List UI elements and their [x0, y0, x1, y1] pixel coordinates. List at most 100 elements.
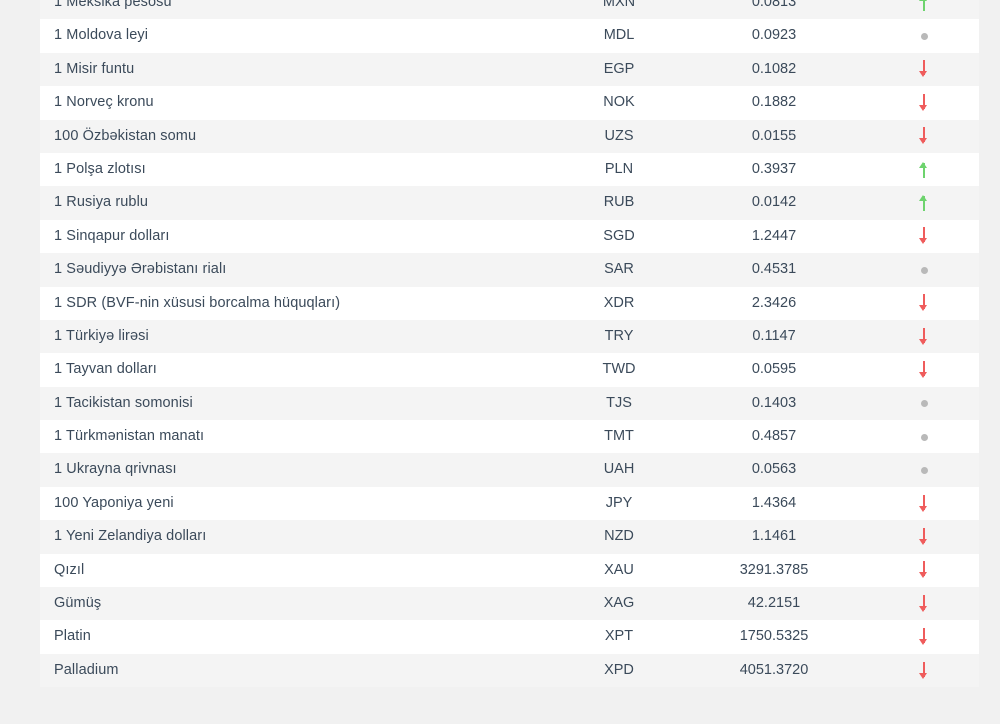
table-row[interactable]: 1 Türkiyə lirəsi TRY 0.1147 — [40, 319, 979, 354]
trend-cell — [869, 587, 979, 620]
currency-code-cell: TRY — [604, 327, 634, 344]
currency-code-cell: UZS — [604, 127, 634, 144]
currency-name-cell: 1 Tayvan dolları — [54, 361, 157, 378]
currency-name-cell: 1 Türkiyə lirəsi — [54, 327, 149, 344]
trend-cell — [869, 186, 979, 219]
trend-cell — [869, 86, 979, 119]
currency-name-cell: 1 Sinqapur dolları — [54, 227, 170, 244]
trend-cell — [869, 253, 979, 286]
trend-cell — [869, 353, 979, 386]
currency-code-cell: EGP — [603, 60, 635, 77]
currency-name-cell: Palladium — [54, 661, 119, 678]
trend-cell — [869, 53, 979, 86]
currency-rate-cell: 0.0142 — [751, 194, 797, 211]
arrow-down-icon — [916, 226, 932, 246]
currency-rate-cell: 0.1147 — [752, 327, 796, 344]
currency-code-cell: XDR — [603, 294, 635, 311]
table-row[interactable]: 1 Tayvan dolları TWD 0.0595 — [40, 353, 979, 387]
currency-name-cell: 1 SDR (BVF-nin xüsusi borcalma hüquqları… — [54, 294, 341, 311]
table-row[interactable]: 1 Norveç kronu NOK 0.1882 — [40, 86, 979, 120]
table-row[interactable]: 1 Sinqapur dolları SGD 1.2447 — [40, 219, 979, 254]
currency-rate-cell: 0.1082 — [751, 60, 797, 77]
currency-name-cell: 1 Norveç kronu — [54, 94, 154, 111]
currency-rates-table: 1 Meksika pesosu MXN 0.0813 1 Moldova leyi M… — [40, 0, 979, 688]
trend-cell — [869, 420, 979, 453]
table-row[interactable]: 1 Yeni Zelandiya dolları NZD 1.1461 — [40, 520, 979, 554]
currency-rates-body: 1 Meksika pesosu MXN 0.0813 1 Moldova leyi M… — [40, 0, 979, 688]
table-row[interactable]: 1 SDR (BVF-nin xüsusi borcalma hüquqları… — [40, 286, 979, 320]
arrow-down-icon — [916, 494, 932, 514]
trend-cell — [869, 320, 979, 353]
table-row[interactable]: 1 Moldova leyi MDL 0.0923 — [40, 19, 979, 53]
currency-code-cell: TJS — [606, 394, 632, 411]
dot-icon — [916, 427, 932, 447]
table-row[interactable]: 1 Türkmənistan manatı TMT 0.4857 — [40, 420, 979, 454]
arrow-down-icon — [916, 327, 932, 347]
dot-icon — [916, 393, 932, 413]
table-row[interactable]: Qızıl XAU 3291.3785 — [40, 553, 979, 588]
currency-rate-cell: 1.1461 — [751, 528, 797, 545]
currency-code-cell: JPY — [605, 494, 633, 511]
currency-rate-cell: 1750.5325 — [739, 628, 809, 645]
trend-cell — [869, 620, 979, 653]
currency-rate-cell: 0.4857 — [751, 428, 797, 445]
currency-name-cell: 1 Tacikistan somonisi — [54, 394, 193, 411]
currency-rate-cell: 42.2151 — [747, 595, 801, 612]
trend-cell — [869, 520, 979, 553]
currency-rate-cell: 0.1882 — [751, 94, 797, 111]
arrow-down-icon — [916, 293, 932, 313]
currency-code-cell: RUB — [603, 194, 635, 211]
arrow-down-icon — [916, 527, 932, 547]
currency-rate-cell: 0.3937 — [751, 160, 797, 177]
table-row[interactable]: 1 Tacikistan somonisi TJS 0.1403 — [40, 386, 979, 421]
currency-rate-cell: 0.4531 — [751, 261, 797, 278]
dot-icon — [916, 460, 932, 480]
currency-name-cell: 1 Polşa zlotısı — [54, 160, 146, 177]
currency-name-cell: Platin — [54, 628, 91, 645]
currency-code-cell: XAU — [604, 561, 634, 578]
table-row[interactable]: 1 Səudiyyə Ərəbistanı rialı SAR 0.4531 — [40, 253, 979, 287]
currency-name-cell: Qızıl — [54, 561, 85, 578]
currency-rate-cell: 1.2447 — [751, 227, 797, 244]
trend-cell — [869, 487, 979, 520]
arrow-down-icon — [916, 59, 932, 79]
currency-code-cell: XAG — [603, 595, 635, 612]
arrow-down-icon — [916, 560, 932, 580]
currency-name-cell: 1 Misir funtu — [54, 60, 135, 77]
table-row[interactable]: 1 Polşa zlotısı PLN 0.3937 — [40, 152, 979, 187]
trend-cell — [869, 120, 979, 153]
arrow-up-icon — [916, 160, 932, 180]
trend-cell — [869, 554, 979, 587]
arrow-up-icon — [916, 193, 932, 213]
arrow-down-icon — [916, 594, 932, 614]
table-row[interactable]: 1 Ukrayna qrivnası UAH 0.0563 — [40, 453, 979, 487]
currency-name-cell: 1 Meksika pesosu — [54, 0, 172, 10]
table-row[interactable]: 1 Rusiya rublu RUB 0.0142 — [40, 186, 979, 220]
arrow-down-icon — [916, 126, 932, 146]
arrow-down-icon — [916, 627, 932, 647]
currency-name-cell: 1 Moldova leyi — [54, 27, 149, 44]
currency-code-cell: UAH — [603, 461, 635, 478]
trend-cell — [869, 19, 979, 52]
currency-rate-cell: 2.3426 — [751, 294, 797, 311]
currency-rate-cell: 0.1403 — [751, 394, 797, 411]
currency-rate-cell: 4051.3720 — [739, 661, 809, 678]
currency-code-cell: NOK — [603, 94, 635, 111]
trend-cell — [869, 153, 979, 186]
currency-rate-cell: 0.0813 — [751, 0, 797, 10]
currency-rate-cell: 0.0595 — [751, 361, 797, 378]
table-row[interactable]: 100 Özbəkistan somu UZS 0.0155 — [40, 119, 979, 153]
trend-cell — [869, 287, 979, 320]
table-row[interactable]: 1 Meksika pesosu MXN 0.0813 — [40, 0, 979, 20]
table-row[interactable]: Gümüş XAG 42.2151 — [40, 587, 979, 621]
arrow-down-icon — [916, 661, 932, 681]
arrow-down-icon — [916, 360, 932, 380]
table-row[interactable]: 1 Misir funtu EGP 0.1082 — [40, 52, 979, 87]
table-row[interactable]: Platin XPT 1750.5325 — [40, 620, 979, 654]
table-row[interactable]: Palladium XPD 4051.3720 — [40, 653, 979, 688]
currency-rate-cell: 0.0155 — [751, 127, 797, 144]
currency-name-cell: 100 Özbəkistan somu — [54, 127, 197, 144]
currency-code-cell: PLN — [604, 160, 634, 177]
table-row[interactable]: 100 Yaponiya yeni JPY 1.4364 — [40, 486, 979, 521]
